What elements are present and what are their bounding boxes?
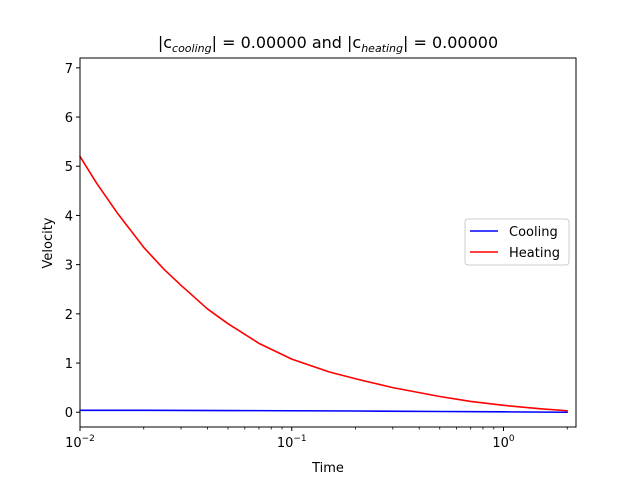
y-tick-label-6: 6 — [65, 111, 73, 126]
series-line-cooling — [79, 409, 569, 414]
title-sub-heating: heating — [361, 42, 403, 55]
y-tick-label-2: 2 — [65, 308, 73, 323]
plot-frame — [79, 57, 577, 428]
series-group — [79, 155, 569, 414]
title-prefix: |c — [158, 33, 172, 52]
legend-label-cooling: Cooling — [509, 225, 558, 240]
title-middle: | = 0.00000 and |c — [212, 33, 362, 52]
y-tick-label-4: 4 — [65, 209, 73, 224]
chart-title: |ccooling| = 0.00000 and |cheating| = 0.… — [158, 33, 498, 55]
y-axis-label: Velocity — [41, 217, 56, 268]
ticks-group: 0 1 2 3 4 5 6 7 10−2 10−1 100 — [65, 62, 568, 451]
y-tick-label-5: 5 — [65, 160, 73, 175]
y-tick-label-7: 7 — [65, 62, 73, 77]
x-axis-label: Time — [311, 461, 344, 476]
title-suffix: | = 0.00000 — [403, 33, 498, 52]
x-tick-label-2: 100 — [492, 434, 515, 451]
y-tick-label-3: 3 — [65, 259, 73, 274]
title-sub-cooling: cooling — [172, 42, 212, 55]
x-tick-label-1: 10−1 — [277, 434, 307, 451]
x-tick-label-0: 10−2 — [65, 434, 95, 451]
y-tick-label-1: 1 — [65, 357, 73, 372]
y-tick-label-0: 0 — [65, 406, 73, 421]
series-line-heating — [79, 155, 569, 412]
legend-label-heating: Heating — [509, 246, 560, 261]
legend: Cooling Heating — [464, 218, 570, 266]
